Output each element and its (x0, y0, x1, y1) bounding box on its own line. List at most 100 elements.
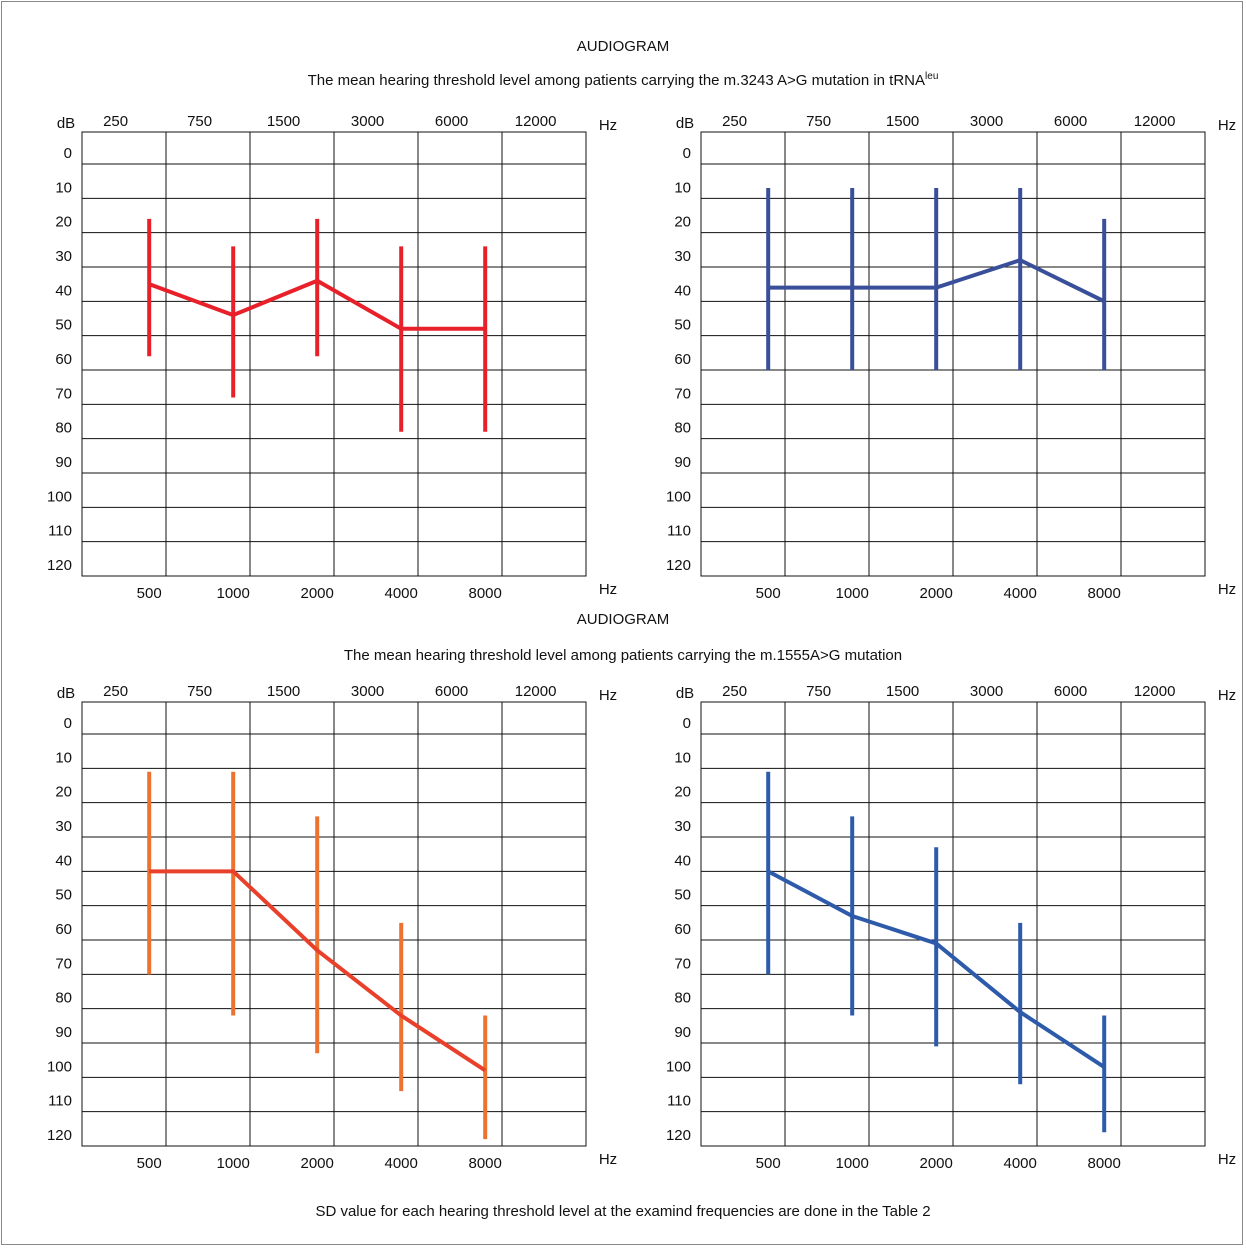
top-tick-label: 3000 (970, 113, 1003, 130)
mean-threshold-line (149, 869, 487, 1073)
y-tick-label: 20 (55, 784, 72, 801)
y-tick-label: 110 (48, 523, 72, 540)
y-tick-label: 120 (47, 1127, 72, 1144)
y-tick-label: 30 (55, 248, 72, 265)
bottom-tick-label: 500 (137, 585, 162, 602)
section-1-subtitle: The mean hearing threshold level among p… (307, 71, 939, 89)
bottom-tick-label: 2000 (920, 1155, 953, 1172)
top-tick-label: 3000 (351, 683, 384, 700)
y-tick-label: 80 (674, 990, 691, 1007)
y-axis-label: dB (57, 685, 75, 702)
y-tick-label: 100 (47, 488, 72, 505)
bottom-tick-label: 2000 (301, 1155, 334, 1172)
y-tick-label: 10 (674, 179, 691, 196)
y-tick-label: 90 (674, 454, 691, 471)
bottom-tick-label: 2000 (920, 585, 953, 602)
y-tick-label: 60 (55, 921, 72, 938)
x-unit-label-top: Hz (599, 117, 617, 134)
top-tick-label: 250 (722, 113, 747, 130)
y-tick-label: 0 (683, 145, 691, 162)
y-tick-label: 80 (55, 990, 72, 1007)
bottom-tick-label: 500 (756, 1155, 781, 1172)
y-tick-label: 60 (55, 351, 72, 368)
bottom-tick-label: 4000 (385, 1155, 418, 1172)
top-tick-label: 1500 (886, 113, 919, 130)
mean-threshold-line (767, 869, 1106, 1069)
y-tick-label: 80 (55, 420, 72, 437)
section-2-title: AUDIOGRAM (576, 611, 670, 628)
y-tick-label: 110 (48, 1093, 72, 1110)
y-tick-label: 0 (64, 145, 72, 162)
top-tick-label: 750 (187, 683, 212, 700)
bottom-tick-label: 1000 (836, 1155, 869, 1172)
y-tick-label: 40 (674, 282, 691, 299)
y-tick-label: 90 (674, 1024, 691, 1041)
bottom-tick-label: 1000 (217, 585, 250, 602)
y-tick-label: 10 (55, 749, 72, 766)
top-tick-label: 250 (722, 683, 747, 700)
y-tick-label: 80 (674, 420, 691, 437)
mean-threshold-line (768, 258, 1106, 304)
bottom-tick-label: 1000 (217, 1155, 250, 1172)
bottom-tick-label: 500 (756, 585, 781, 602)
top-tick-label: 6000 (1054, 113, 1087, 130)
x-unit-label-top: Hz (1218, 117, 1236, 134)
bottom-tick-label: 4000 (1004, 585, 1037, 602)
bottom-tick-label: 8000 (1088, 1155, 1121, 1172)
x-unit-label-bottom: Hz (1218, 1151, 1236, 1168)
top-tick-label: 12000 (515, 683, 557, 700)
y-tick-label: 40 (55, 852, 72, 869)
top-tick-label: 1500 (886, 683, 919, 700)
section-2-subtitle: The mean hearing threshold level among p… (343, 647, 903, 664)
y-tick-label: 40 (674, 852, 691, 869)
top-tick-label: 3000 (351, 113, 384, 130)
y-tick-label: 100 (666, 1058, 691, 1075)
y-tick-label: 70 (55, 955, 72, 972)
top-tick-label: 6000 (1054, 683, 1087, 700)
y-tick-label: 20 (674, 784, 691, 801)
top-tick-label: 250 (103, 113, 128, 130)
bottom-tick-label: 8000 (1088, 585, 1121, 602)
y-tick-label: 50 (674, 317, 691, 334)
y-tick-label: 70 (55, 385, 72, 402)
top-tick-label: 750 (806, 683, 831, 700)
y-tick-label: 90 (55, 1024, 72, 1041)
top-tick-label: 1500 (267, 113, 300, 130)
y-tick-label: 110 (667, 523, 691, 540)
x-unit-label-bottom: Hz (1218, 581, 1236, 598)
y-tick-label: 60 (674, 351, 691, 368)
y-tick-label: 40 (55, 282, 72, 299)
y-tick-label: 120 (666, 557, 691, 574)
bottom-tick-label: 8000 (469, 585, 502, 602)
y-tick-label: 90 (55, 454, 72, 471)
y-tick-label: 60 (674, 921, 691, 938)
y-tick-label: 120 (47, 557, 72, 574)
y-tick-label: 110 (667, 1093, 691, 1110)
y-tick-label: 120 (666, 1127, 691, 1144)
y-tick-label: 70 (674, 955, 691, 972)
top-tick-label: 12000 (1134, 113, 1176, 130)
bottom-tick-label: 4000 (1004, 1155, 1037, 1172)
top-tick-label: 6000 (435, 683, 468, 700)
x-unit-label-bottom: Hz (599, 581, 617, 598)
y-tick-label: 0 (64, 715, 72, 732)
y-tick-label: 30 (55, 818, 72, 835)
bottom-tick-label: 4000 (385, 585, 418, 602)
footnote: SD value for each hearing threshold leve… (315, 1203, 931, 1220)
top-tick-label: 1500 (267, 683, 300, 700)
y-tick-label: 100 (666, 488, 691, 505)
top-tick-label: 750 (187, 113, 212, 130)
x-unit-label-top: Hz (599, 687, 617, 704)
top-tick-label: 250 (103, 683, 128, 700)
y-tick-label: 30 (674, 818, 691, 835)
y-tick-label: 10 (674, 749, 691, 766)
top-tick-label: 12000 (1134, 683, 1176, 700)
x-unit-label-bottom: Hz (599, 1151, 617, 1168)
y-tick-label: 20 (55, 214, 72, 231)
y-axis-label: dB (676, 115, 694, 132)
mean-threshold-line (148, 278, 486, 331)
bottom-tick-label: 500 (137, 1155, 162, 1172)
y-tick-label: 70 (674, 385, 691, 402)
